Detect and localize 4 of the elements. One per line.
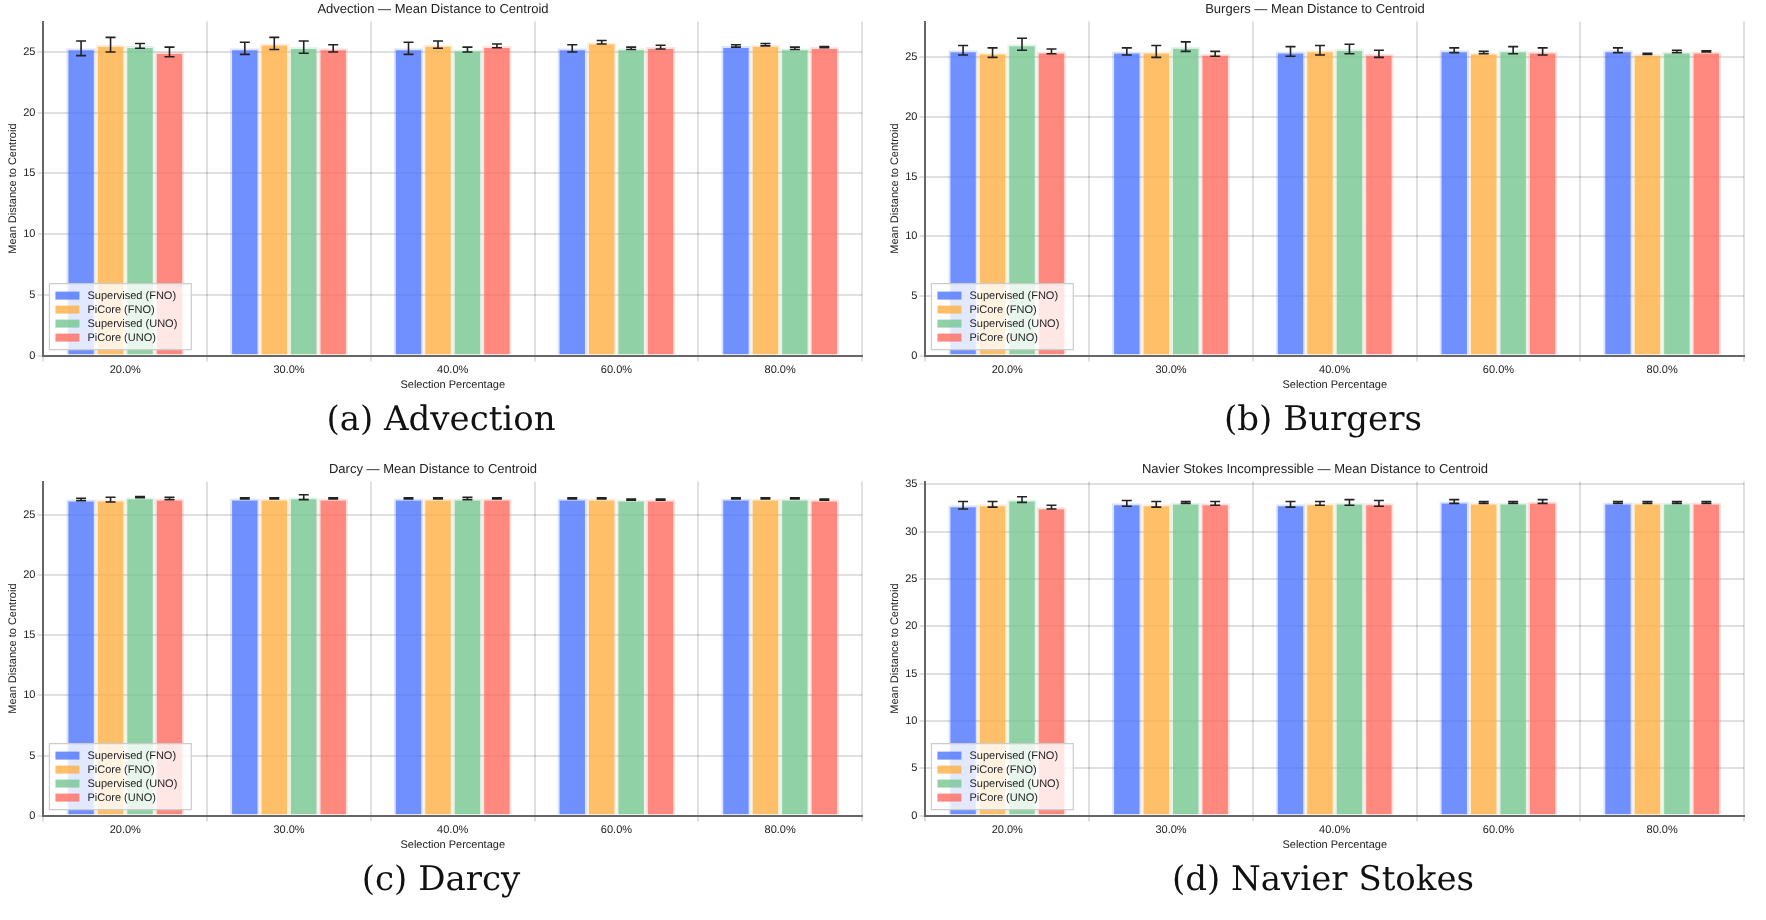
text: (a) Advection xyxy=(324,400,558,440)
text: (c) Darcy xyxy=(359,860,523,900)
text: (b) Burgers xyxy=(1222,400,1424,440)
text: (d) Navier Stokes xyxy=(1170,860,1476,900)
